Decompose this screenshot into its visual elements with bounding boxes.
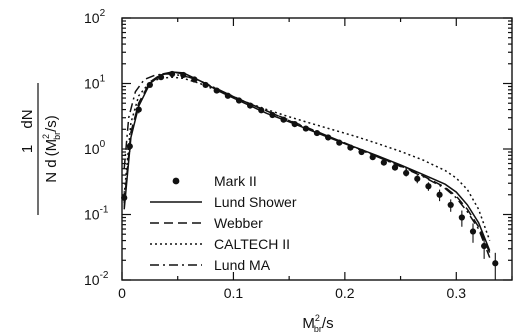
x-tick-label: 0 xyxy=(118,285,126,301)
x-tick-label: 0.3 xyxy=(447,285,467,301)
y-tick-label: 10-1 xyxy=(84,205,109,223)
legend-marker-mark-ii xyxy=(172,177,180,185)
y-label-numerator-left: 1 xyxy=(19,145,36,153)
data-point-mark-ii xyxy=(469,228,477,235)
data-point-mark-ii xyxy=(258,107,265,114)
data-point-mark-ii xyxy=(414,175,421,182)
y-axis-label: 1 dN N d(M2br/s) xyxy=(19,83,62,215)
x-tick-label: 0.1 xyxy=(224,285,244,301)
axis-ticks xyxy=(121,17,513,281)
x-axis-label: M2 br/s xyxy=(302,313,333,334)
data-point-mark-ii xyxy=(347,144,354,151)
legend-label-lund-ma: Lund MA xyxy=(214,257,271,273)
data-point-mark-ii xyxy=(458,214,465,221)
y-tick-label: 102 xyxy=(84,8,106,26)
series-line-lund-ma xyxy=(123,73,491,258)
y-label-numerator-right: dN xyxy=(19,109,36,128)
x-tick-label: 0.2 xyxy=(335,285,355,301)
legend-label-webber: Webber xyxy=(214,215,263,231)
series-line-webber xyxy=(123,71,491,254)
data-point-mark-ii xyxy=(447,201,454,209)
data-point-mark-ii xyxy=(380,159,387,166)
data-point-mark-ii xyxy=(302,125,309,132)
data-point-mark-ii xyxy=(403,169,410,177)
legend-label-mark-ii: Mark II xyxy=(214,173,257,189)
data-point-mark-ii xyxy=(126,143,133,150)
legend: Mark II Lund Shower Webber CALTECH II Lund M… xyxy=(150,173,297,273)
legend-label-lund-shower: Lund Shower xyxy=(214,194,297,210)
y-tick-label: 100 xyxy=(84,139,106,157)
data-points xyxy=(121,70,499,280)
model-curves xyxy=(123,71,491,258)
data-point-mark-ii xyxy=(481,242,488,250)
data-point-mark-ii xyxy=(247,102,254,109)
data-point-mark-ii xyxy=(280,116,287,123)
data-point-mark-ii xyxy=(135,106,142,113)
data-point-mark-ii xyxy=(436,191,443,198)
data-point-mark-ii xyxy=(146,81,153,89)
data-point-mark-ii xyxy=(291,120,298,128)
data-point-mark-ii xyxy=(191,76,198,83)
x-tick-labels: 0 0.1 0.2 0.3 xyxy=(118,285,466,301)
data-point-mark-ii xyxy=(492,260,499,267)
y-tick-label: 10-2 xyxy=(84,270,109,288)
series-line-caltech-ii xyxy=(123,76,491,241)
data-point-mark-ii xyxy=(224,92,231,99)
legend-label-caltech-ii: CALTECH II xyxy=(214,236,290,252)
plot-frame xyxy=(121,17,513,281)
data-point-mark-ii xyxy=(425,183,432,190)
data-point-mark-ii xyxy=(269,111,276,119)
data-point-mark-ii xyxy=(313,129,321,137)
data-point-mark-ii xyxy=(180,71,187,79)
data-point-mark-ii xyxy=(336,139,343,146)
series-line-lund-shower xyxy=(123,71,491,251)
data-point-mark-ii xyxy=(202,81,209,89)
data-point-mark-ii xyxy=(391,164,399,171)
y-tick-label: 101 xyxy=(84,74,106,92)
y-tick-labels: 102 101 100 10-1 10-2 xyxy=(84,8,109,288)
data-point-mark-ii xyxy=(369,154,376,161)
data-point-mark-ii xyxy=(358,148,365,156)
data-point-mark-ii xyxy=(213,87,220,94)
data-point-mark-ii xyxy=(325,134,332,141)
y-label-denominator: N d(M2br/s) xyxy=(41,115,62,183)
data-point-mark-ii xyxy=(157,74,165,81)
data-point-mark-ii xyxy=(235,97,243,104)
data-point-mark-ii xyxy=(169,70,176,78)
